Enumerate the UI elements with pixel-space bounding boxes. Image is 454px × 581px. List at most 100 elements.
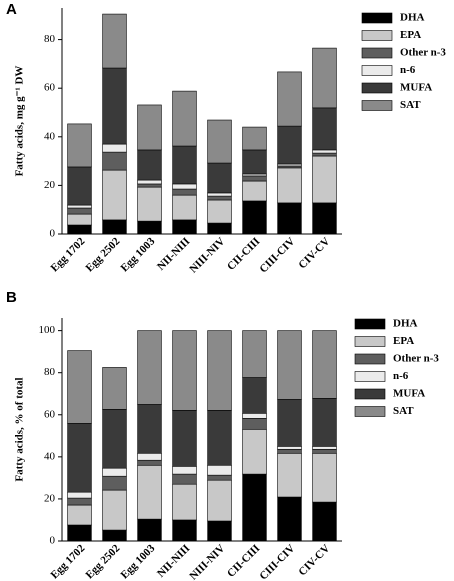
legend-label: SAT xyxy=(393,405,414,417)
y-tick-label: 40 xyxy=(44,130,56,142)
y-tick-label: 20 xyxy=(44,492,56,504)
bar-segment xyxy=(242,377,267,414)
bar-segment xyxy=(172,483,197,521)
bar-segment xyxy=(207,479,232,522)
bar-segment xyxy=(242,200,267,235)
bar-segment xyxy=(137,104,162,151)
bar-segment xyxy=(172,194,197,221)
bar-segment xyxy=(277,202,302,235)
bar-segment xyxy=(102,409,127,469)
bar-segment xyxy=(207,330,232,411)
bar-segment xyxy=(102,151,127,171)
bar-segment xyxy=(102,143,127,153)
panel-label: A xyxy=(6,1,17,18)
bar-segment xyxy=(277,330,302,400)
legend-label: EPA xyxy=(393,335,414,347)
x-tick-label: CIV-CV xyxy=(296,235,332,271)
legend-swatch xyxy=(354,318,386,330)
bar-segment xyxy=(312,398,337,447)
x-tick-label: NIII-NIV xyxy=(187,542,227,581)
x-tick-label: NIII-NIV xyxy=(187,235,227,275)
bar-segment xyxy=(312,446,337,450)
bar-segment xyxy=(242,413,267,419)
bar-segment xyxy=(67,350,92,424)
bar-segment xyxy=(207,464,232,476)
legend-swatch xyxy=(354,371,386,382)
bar-segment xyxy=(242,418,267,430)
bar-segment xyxy=(312,448,337,454)
bar-segment xyxy=(102,13,127,69)
bar-segment xyxy=(207,520,232,542)
bar-segment xyxy=(137,464,162,520)
bar-segment xyxy=(207,119,232,164)
bar-segment xyxy=(172,473,197,485)
bar-segment xyxy=(172,145,197,185)
bar-segment xyxy=(172,183,197,190)
legend-label: DHA xyxy=(400,12,425,24)
bar-segment xyxy=(277,496,302,542)
legend-label: SAT xyxy=(400,99,421,111)
bar-segment xyxy=(102,219,127,235)
bar-segment xyxy=(172,188,197,196)
bar-segment xyxy=(67,497,92,506)
bar-segment xyxy=(312,107,337,151)
bar-segment xyxy=(67,224,92,235)
bar-segment xyxy=(137,404,162,454)
bar-segment xyxy=(67,504,92,526)
bar-segment xyxy=(67,213,92,226)
x-tick-label: Egg 1702 xyxy=(48,235,87,274)
legend-label: Other n-3 xyxy=(400,47,446,59)
bar-segment xyxy=(207,162,232,194)
bar-segment xyxy=(207,195,232,201)
bar-segment xyxy=(137,179,162,185)
legend-swatch xyxy=(361,30,393,41)
y-tick-label: 0 xyxy=(50,228,56,240)
bar-segment xyxy=(137,459,162,466)
y-tick-label: 60 xyxy=(44,82,56,94)
y-tick-label: 60 xyxy=(44,408,56,420)
y-tick-label: 20 xyxy=(44,179,56,191)
y-tick-label: 100 xyxy=(39,324,56,336)
legend-swatch xyxy=(361,47,393,59)
x-tick-label: CIV-CV xyxy=(296,542,332,578)
x-tick-label: Egg 1003 xyxy=(118,542,157,581)
panel-label: B xyxy=(6,289,17,306)
bar-segment xyxy=(207,474,232,481)
legend-label: MUFA xyxy=(393,388,425,400)
legend-label: EPA xyxy=(400,29,421,41)
legend-swatch xyxy=(361,100,393,111)
bar-segment xyxy=(172,90,197,147)
bar-segment xyxy=(242,175,267,182)
bar-segment xyxy=(312,152,337,157)
bar-segment xyxy=(67,123,92,168)
legend-swatch xyxy=(354,406,386,417)
bar-segment xyxy=(242,473,267,542)
bar-segment xyxy=(207,410,232,466)
bar-segment xyxy=(172,219,197,235)
x-tick-label: Egg 2502 xyxy=(83,542,122,581)
legend-swatch xyxy=(354,336,386,347)
bar-segment xyxy=(242,330,267,378)
bar-segment xyxy=(137,330,162,405)
legend-swatch xyxy=(361,12,393,24)
bar-segment xyxy=(102,475,127,491)
bar-segment xyxy=(102,529,127,542)
legend-swatch xyxy=(361,65,393,76)
bar-segment xyxy=(277,448,302,454)
bar-segment xyxy=(312,452,337,503)
bar-segment xyxy=(172,330,197,411)
bar-segment xyxy=(102,67,127,145)
bar-segment xyxy=(242,149,267,175)
bar-segment xyxy=(312,501,337,542)
x-tick-label: CIII-CIV xyxy=(257,542,297,581)
bar-segment xyxy=(277,399,302,447)
bar-segment xyxy=(277,446,302,450)
bar-segment xyxy=(172,466,197,475)
bar-segment xyxy=(172,410,197,467)
x-tick-label: CIII-CIV xyxy=(257,235,297,275)
y-tick-label: 0 xyxy=(50,535,56,547)
y-tick-label: 40 xyxy=(44,450,56,462)
y-axis-title: Fatty acids, % of total xyxy=(14,377,26,481)
bar-segment xyxy=(277,71,302,127)
